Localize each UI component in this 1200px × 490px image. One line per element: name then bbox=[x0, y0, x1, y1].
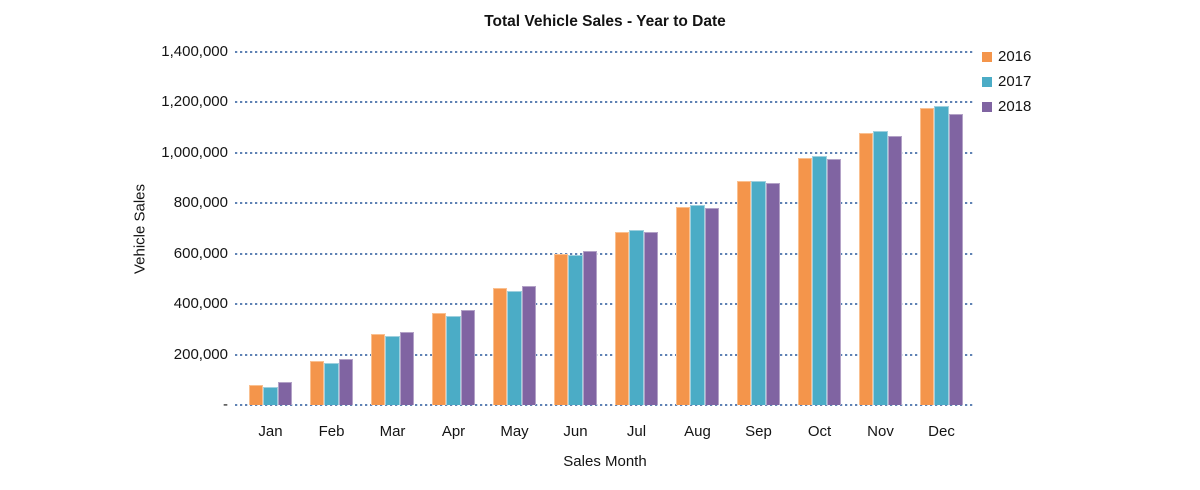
bar-2018-mar bbox=[399, 332, 414, 405]
bar-2016-sep bbox=[737, 181, 752, 405]
legend-item-2018: 2018 bbox=[982, 94, 1031, 119]
gridline-800000 bbox=[235, 202, 975, 205]
x-tick-label-dec: Dec bbox=[928, 423, 955, 440]
legend-swatch-2018-icon bbox=[982, 101, 992, 112]
bar-2016-mar bbox=[371, 334, 386, 405]
bar-2017-dec bbox=[934, 106, 949, 405]
bar-2018-sep bbox=[765, 182, 780, 405]
x-tick-label-feb: Feb bbox=[318, 423, 345, 440]
y-tick-label-400000: 400,000 bbox=[173, 295, 228, 313]
bar-2017-aug bbox=[690, 205, 705, 405]
bar-2018-aug bbox=[704, 208, 719, 405]
gridline-200000 bbox=[235, 353, 975, 356]
legend-swatch-2016-icon bbox=[982, 51, 992, 62]
bar-2018-jul bbox=[643, 231, 658, 405]
bar-2017-sep bbox=[751, 180, 766, 405]
legend-label-2017: 2017 bbox=[998, 73, 1032, 90]
bar-2016-jun bbox=[554, 253, 569, 405]
legend-label-2016: 2016 bbox=[998, 48, 1032, 65]
legend-item-2017: 2017 bbox=[982, 69, 1031, 94]
x-tick-label-may: May bbox=[500, 423, 529, 440]
legend-swatch-2017-icon bbox=[982, 76, 992, 87]
legend-label-2018: 2018 bbox=[998, 98, 1032, 115]
gridline-400000 bbox=[235, 303, 975, 306]
bar-2016-aug bbox=[676, 207, 691, 405]
x-tick-label-mar: Mar bbox=[379, 423, 406, 440]
bar-2016-jan bbox=[249, 385, 264, 405]
y-tick-label-600000: 600,000 bbox=[173, 244, 228, 262]
bar-2017-oct bbox=[812, 156, 827, 405]
x-tick-label-apr: Apr bbox=[441, 423, 466, 440]
bar-2017-jun bbox=[568, 255, 583, 405]
legend: 2016 2017 2018 bbox=[982, 44, 1031, 119]
x-tick-label-jun: Jun bbox=[563, 423, 588, 440]
y-tick-label-1200000: 1,200,000 bbox=[161, 93, 228, 111]
bar-2017-feb bbox=[324, 363, 339, 405]
x-tick-label-jul: Jul bbox=[626, 423, 647, 440]
plot-area bbox=[235, 51, 975, 406]
x-tick-label-sep: Sep bbox=[745, 423, 772, 440]
gridline-0 bbox=[235, 404, 975, 406]
bar-2018-oct bbox=[826, 159, 841, 405]
x-tick-label-jan: Jan bbox=[258, 423, 283, 440]
x-tick-label-oct: Oct bbox=[807, 423, 832, 440]
bar-2018-jan bbox=[277, 382, 292, 405]
bar-2016-may bbox=[493, 288, 508, 405]
bar-2017-may bbox=[507, 290, 522, 405]
y-tick-label-1000000: 1,000,000 bbox=[161, 143, 228, 161]
bar-2016-oct bbox=[798, 158, 813, 405]
y-tick-label-200000: 200,000 bbox=[173, 345, 228, 363]
y-tick-label-0: - bbox=[223, 396, 228, 413]
bar-2016-dec bbox=[920, 108, 935, 405]
bar-2017-mar bbox=[385, 336, 400, 405]
bar-2018-jun bbox=[582, 251, 597, 405]
gridline-1200000 bbox=[235, 101, 975, 104]
bar-2016-jul bbox=[615, 232, 630, 405]
bar-2018-dec bbox=[948, 114, 963, 405]
bar-2017-jul bbox=[629, 230, 644, 405]
bar-2018-apr bbox=[460, 310, 475, 405]
gridline-600000 bbox=[235, 252, 975, 255]
y-tick-label-1400000: 1,400,000 bbox=[161, 43, 228, 60]
gridline-1400000 bbox=[235, 51, 975, 53]
y-tick-label-800000: 800,000 bbox=[173, 194, 228, 212]
bar-2017-nov bbox=[873, 130, 888, 405]
legend-item-2016: 2016 bbox=[982, 44, 1031, 69]
bar-2016-apr bbox=[432, 312, 447, 405]
x-tick-label-nov: Nov bbox=[867, 423, 894, 440]
bar-2016-feb bbox=[310, 360, 325, 405]
x-tick-label-aug: Aug bbox=[684, 423, 711, 440]
bar-2017-apr bbox=[446, 315, 461, 405]
x-axis-title: Sales Month bbox=[563, 453, 647, 470]
bar-2018-may bbox=[521, 285, 536, 405]
gridline-1000000 bbox=[235, 151, 975, 154]
chart-title: Total Vehicle Sales - Year to Date bbox=[484, 13, 726, 30]
bar-2018-feb bbox=[338, 359, 353, 405]
bar-2017-jan bbox=[263, 387, 278, 405]
bar-2018-nov bbox=[887, 135, 902, 405]
bar-2016-nov bbox=[859, 133, 874, 405]
